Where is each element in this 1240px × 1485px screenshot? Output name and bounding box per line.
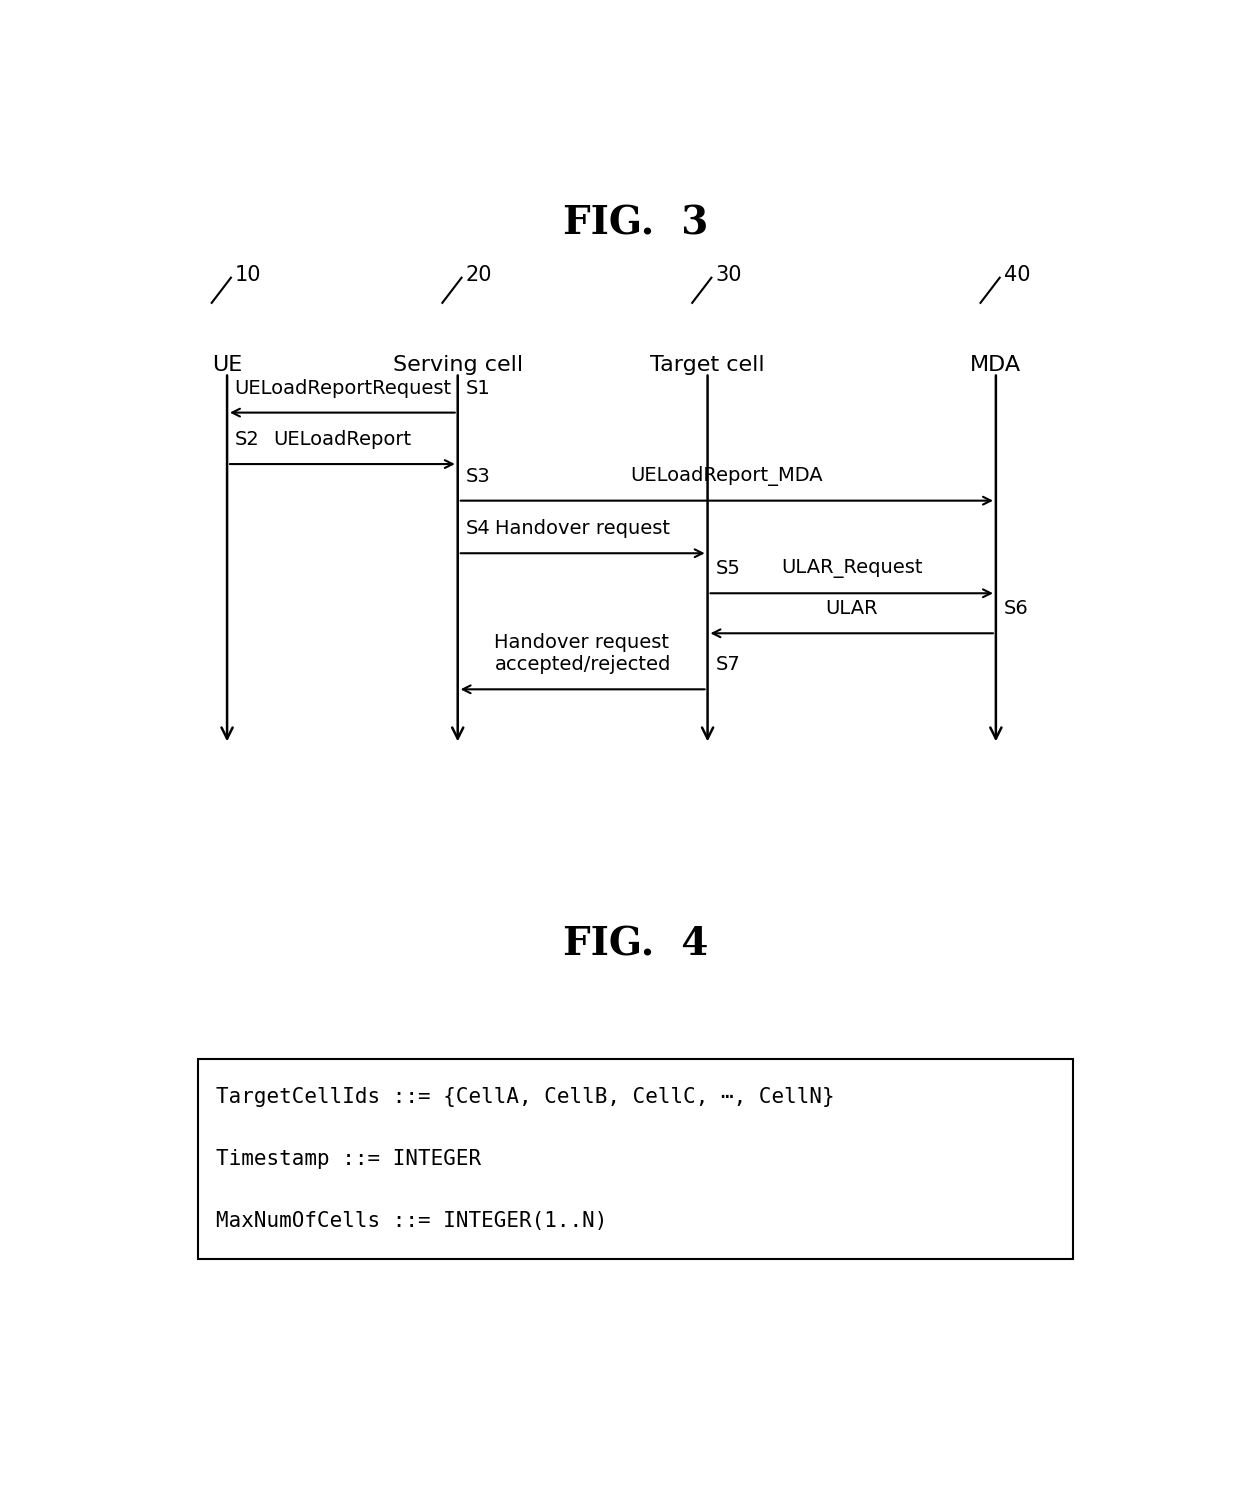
Text: MDA: MDA <box>971 355 1022 376</box>
Text: Handover request: Handover request <box>495 520 670 539</box>
Text: S2: S2 <box>234 431 259 448</box>
Text: S6: S6 <box>1003 600 1028 618</box>
Text: S7: S7 <box>715 655 740 674</box>
Text: UELoadReport: UELoadReport <box>273 431 412 448</box>
Text: Serving cell: Serving cell <box>393 355 523 376</box>
Text: ULAR_Request: ULAR_Request <box>781 560 923 578</box>
Text: S3: S3 <box>465 466 490 486</box>
Text: UELoadReportRequest: UELoadReportRequest <box>234 379 451 398</box>
Text: Target cell: Target cell <box>650 355 765 376</box>
Text: Timestamp ::= INTEGER: Timestamp ::= INTEGER <box>216 1149 481 1169</box>
Bar <box>198 1059 1073 1259</box>
Text: Handover request
accepted/rejected: Handover request accepted/rejected <box>495 634 671 674</box>
Text: 30: 30 <box>715 264 742 285</box>
Text: FIG.  3: FIG. 3 <box>563 205 708 244</box>
Text: S1: S1 <box>465 379 490 398</box>
Text: ULAR: ULAR <box>826 600 878 618</box>
Text: UE: UE <box>212 355 242 376</box>
Text: 40: 40 <box>1003 264 1030 285</box>
Text: 10: 10 <box>234 264 262 285</box>
Text: MaxNumOfCells ::= INTEGER(1..N): MaxNumOfCells ::= INTEGER(1..N) <box>216 1212 606 1231</box>
Text: UELoadReport_MDA: UELoadReport_MDA <box>630 466 823 486</box>
Text: 20: 20 <box>465 264 492 285</box>
Text: S5: S5 <box>715 560 740 578</box>
Text: TargetCellIds ::= {CellA, CellB, CellC, ⋯, CellN}: TargetCellIds ::= {CellA, CellB, CellC, … <box>216 1087 835 1108</box>
Text: S4: S4 <box>465 520 490 539</box>
Text: FIG.  4: FIG. 4 <box>563 925 708 964</box>
